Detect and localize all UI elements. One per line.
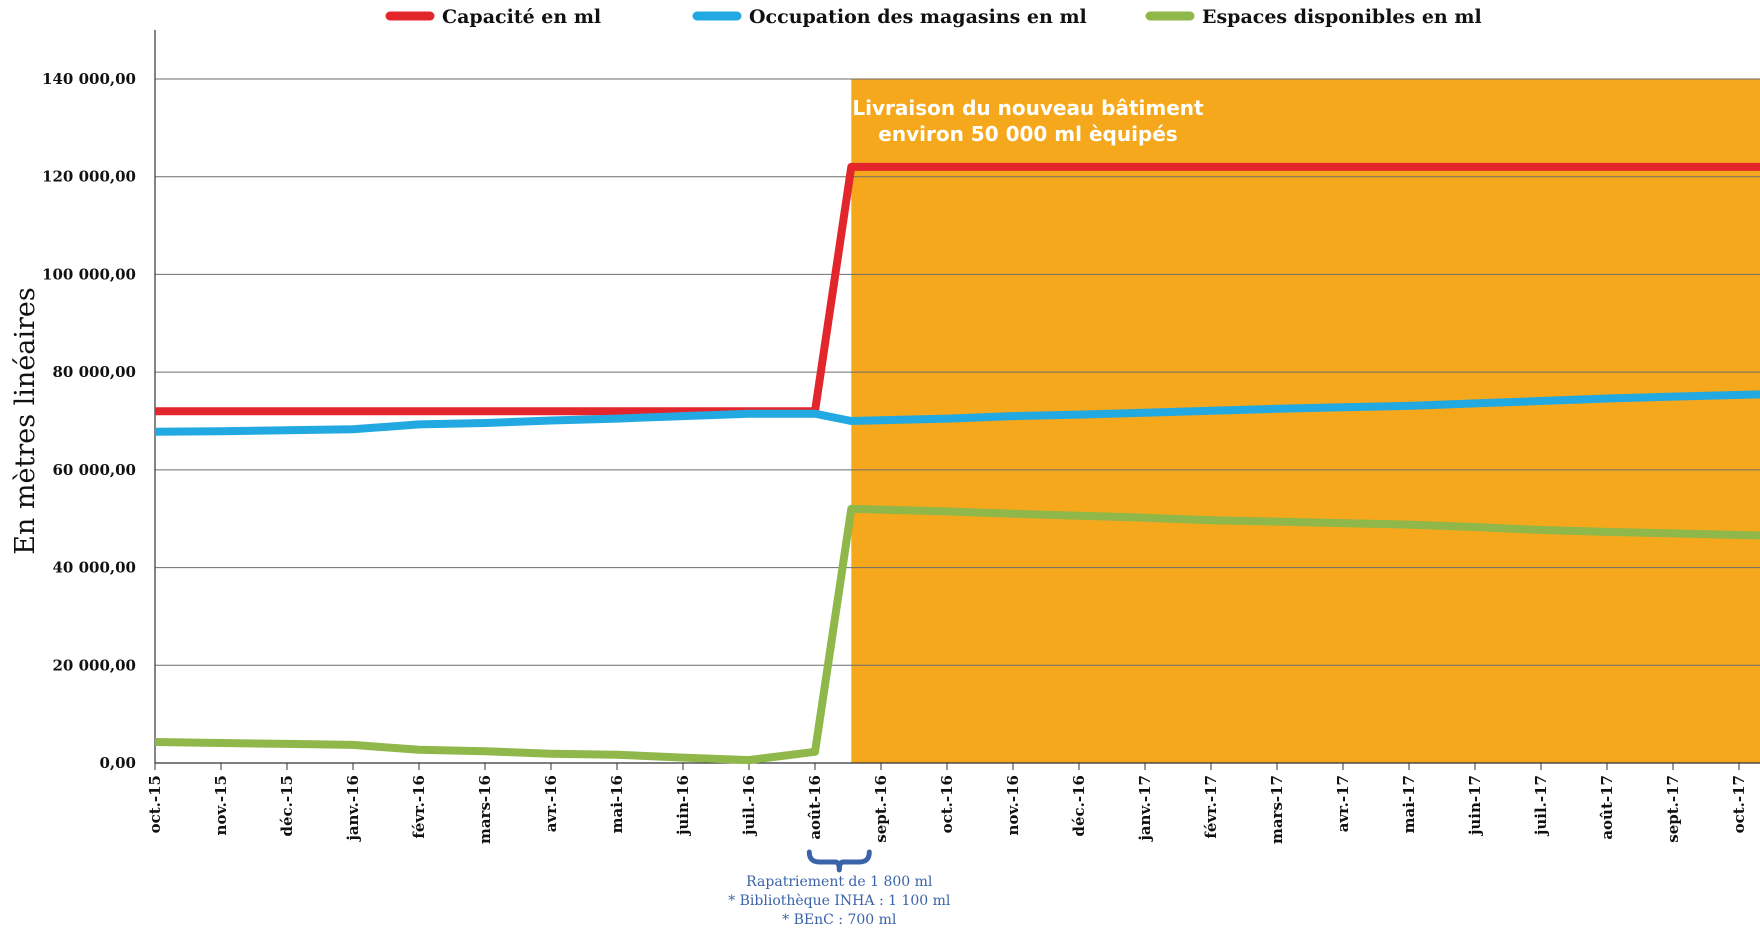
x-tick-label-22: août-17 [1598,775,1616,840]
legend: Capacité en ml Occupation des magasins en… [385,6,1482,28]
x-tick-label-1: nov.-15 [212,775,230,835]
x-tick-label-21: juil.-17 [1532,775,1550,837]
series-line-1 [154,390,1760,436]
x-tick-label-10: août-16 [806,775,824,840]
highlight-band [851,79,1760,763]
x-tick-label-6: avr.-16 [542,775,560,832]
x-tick-label-18: avr.-17 [1334,775,1352,832]
x-tick-label-2: déc.-15 [278,775,296,837]
x-tick-label-13: nov.-16 [1004,775,1022,835]
x-tick-label-20: juin-17 [1466,775,1484,837]
y-tick-label-1: 20 000,00 [52,656,136,674]
x-tick-label-8: juin-16 [674,775,692,837]
y-tick-label-2: 40 000,00 [52,559,136,577]
annotation-line-2: * BEnC : 700 ml [782,912,897,928]
annotation-line-0: Rapatriement de 1 800 ml [746,874,933,890]
x-tick-label-5: mars-16 [476,775,494,844]
x-tick-label-11: sept.-16 [872,775,890,843]
legend-label-0: Capacité en ml [442,6,601,28]
y-tick-label-3: 60 000,00 [52,461,136,479]
x-tick-label-16: févr.-17 [1202,775,1220,839]
x-tick-label-17: mars-17 [1268,775,1286,844]
axis-layer: 0,00 20 000,00 40 000,00 60 000,00 80 000,00… [42,30,1760,844]
y-tick-label-4: 80 000,00 [52,363,136,381]
series-line-0 [155,162,1760,416]
grid-layer [155,78,1760,666]
highlight-band-label-0: Livraison du nouveau bâtiment [852,96,1204,120]
y-tick-label-0: 0,00 [99,754,136,772]
x-tick-label-23: sept.-17 [1664,775,1682,843]
x-tick-label-3: janv.-16 [344,775,362,843]
y-tick-label-5: 100 000,00 [42,265,136,283]
x-tick-label-15: janv.-17 [1136,775,1154,843]
series-line-2 [154,504,1760,765]
legend-label-2: Espaces disponibles en ml [1202,6,1482,28]
y-tick-label-7: 140 000,00 [42,70,136,88]
highlight-band-label-1: environ 50 000 ml èquipés [878,122,1177,146]
x-tick-label-0: oct.-15 [146,775,164,833]
x-tick-label-14: déc.-16 [1070,775,1088,837]
x-tick-label-7: mai-16 [608,775,626,833]
x-tick-label-19: mai-17 [1400,775,1418,833]
y-axis-title: En mètres linéaires [10,287,41,555]
x-tick-label-4: févr.-16 [410,775,428,839]
annotation-brace [806,849,872,873]
y-tick-label-6: 120 000,00 [42,168,136,186]
series-layer [154,162,1760,765]
x-tick-label-24: oct.-17 [1730,775,1748,833]
label-layer: En mètres linéaires Rapatriement de 1 800… [10,287,951,928]
x-tick-label-9: juil.-16 [740,775,758,837]
x-tick-label-12: oct.-16 [938,775,956,833]
annotation-line-1: * Bibliothèque INHA : 1 100 ml [728,893,951,909]
legend-label-1: Occupation des magasins en ml [749,6,1087,28]
